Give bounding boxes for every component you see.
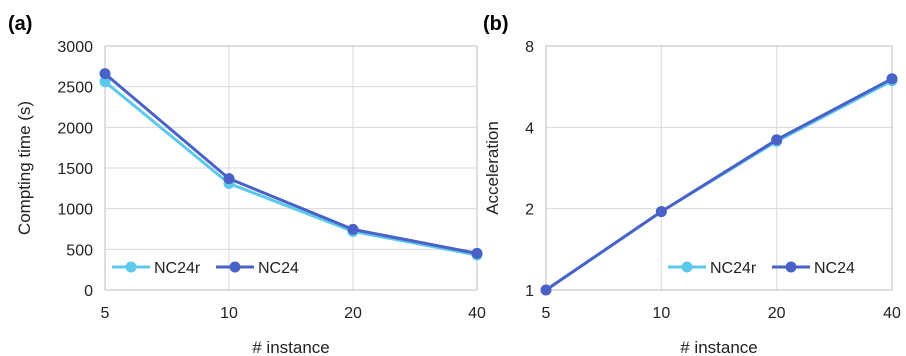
- data-point: [655, 206, 667, 218]
- data-point: [886, 73, 898, 85]
- x-axis-title: # instance: [680, 338, 758, 356]
- x-tick-label: 5: [101, 305, 110, 322]
- series-nc24: [99, 68, 483, 259]
- x-tick-label: 10: [220, 305, 238, 322]
- series-line: [104, 72, 478, 255]
- x-tick-label: 40: [883, 305, 901, 322]
- chart-panel-1: 0 500 1000 1500 2000 2500 3000 5 10 20 40 # instanc…: [8, 13, 486, 356]
- legend-label: NC24: [258, 260, 299, 277]
- x-tick-label: 40: [468, 305, 486, 322]
- series-line: [545, 79, 893, 292]
- data-point: [99, 68, 111, 80]
- panel-label: (a): [8, 13, 32, 35]
- y-tick-label: 8: [525, 39, 534, 56]
- data-point: [540, 284, 552, 296]
- legend-marker: [125, 261, 137, 273]
- y-tick-label: 1000: [57, 202, 93, 219]
- legend-label: NC24r: [710, 260, 757, 277]
- y-tick-label: 1: [525, 283, 534, 300]
- y-axis-title: Compting time (s): [15, 101, 34, 235]
- y-tick-label: 500: [66, 242, 93, 259]
- y-axis-title: Acceleration: [483, 121, 502, 215]
- y-tick-label: 2000: [57, 120, 93, 137]
- legend-marker: [681, 261, 693, 273]
- y-tick-label: 1500: [57, 161, 93, 178]
- y-tick-label: 2: [525, 202, 534, 219]
- legend-item: NC24r: [112, 260, 201, 277]
- data-point: [223, 173, 235, 185]
- data-point: [471, 247, 483, 259]
- y-tick-label: 0: [84, 283, 93, 300]
- data-point: [347, 223, 359, 235]
- legend-item: NC24: [772, 260, 855, 277]
- plot-frame: [104, 45, 478, 291]
- legend-marker: [785, 261, 797, 273]
- x-tick-label: 5: [542, 305, 551, 322]
- x-axis-title: # instance: [252, 338, 330, 356]
- y-tick-label: 4: [525, 120, 534, 137]
- legend-label: NC24: [814, 260, 855, 277]
- x-tick-label: 20: [344, 305, 362, 322]
- x-tick-label: 20: [768, 305, 786, 322]
- chart-panel-2: 1 2 4 8 5 10 20 40 # instance Acceleration (b) NC24…: [483, 13, 901, 356]
- data-point: [771, 134, 783, 146]
- plot-frame: [545, 45, 893, 291]
- series-line: [545, 77, 893, 292]
- legend-item: NC24: [216, 260, 299, 277]
- legend: NC24r NC24: [668, 260, 855, 277]
- legend-item: NC24r: [668, 260, 757, 277]
- series-line: [104, 80, 478, 257]
- x-tick-label: 10: [652, 305, 670, 322]
- y-tick-label: 3000: [57, 39, 93, 56]
- series-nc24: [540, 73, 898, 296]
- legend-marker: [229, 261, 241, 273]
- data-point: [99, 76, 111, 88]
- legend-label: NC24r: [154, 260, 201, 277]
- panel-label: (b): [483, 13, 509, 35]
- y-tick-label: 2500: [57, 80, 93, 97]
- legend: NC24r NC24: [112, 260, 299, 277]
